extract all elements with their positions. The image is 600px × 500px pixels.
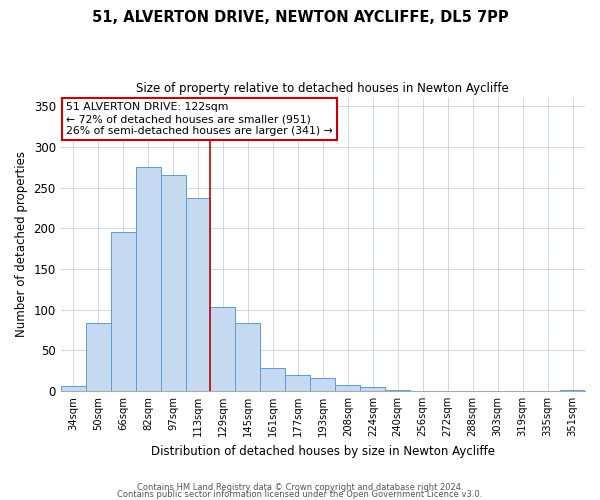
- Y-axis label: Number of detached properties: Number of detached properties: [15, 152, 28, 338]
- Bar: [310, 378, 335, 391]
- Bar: [136, 167, 161, 391]
- Bar: [161, 176, 185, 391]
- Bar: [61, 386, 86, 391]
- Bar: [185, 198, 211, 391]
- Bar: [385, 390, 410, 391]
- Bar: [335, 385, 360, 391]
- Bar: [560, 390, 585, 391]
- Text: 51, ALVERTON DRIVE, NEWTON AYCLIFFE, DL5 7PP: 51, ALVERTON DRIVE, NEWTON AYCLIFFE, DL5…: [92, 10, 508, 25]
- X-axis label: Distribution of detached houses by size in Newton Aycliffe: Distribution of detached houses by size …: [151, 444, 495, 458]
- Bar: [110, 232, 136, 391]
- Text: 51 ALVERTON DRIVE: 122sqm
← 72% of detached houses are smaller (951)
26% of semi: 51 ALVERTON DRIVE: 122sqm ← 72% of detac…: [66, 102, 332, 136]
- Bar: [360, 387, 385, 391]
- Title: Size of property relative to detached houses in Newton Aycliffe: Size of property relative to detached ho…: [136, 82, 509, 96]
- Bar: [211, 307, 235, 391]
- Bar: [286, 374, 310, 391]
- Text: Contains public sector information licensed under the Open Government Licence v3: Contains public sector information licen…: [118, 490, 482, 499]
- Bar: [86, 322, 110, 391]
- Text: Contains HM Land Registry data © Crown copyright and database right 2024.: Contains HM Land Registry data © Crown c…: [137, 484, 463, 492]
- Bar: [260, 368, 286, 391]
- Bar: [235, 322, 260, 391]
